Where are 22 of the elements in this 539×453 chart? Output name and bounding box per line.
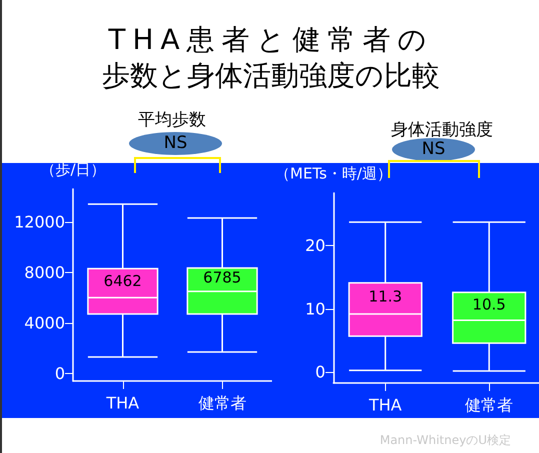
y-tick-label: 0: [315, 362, 326, 382]
y-tick-label: 20: [305, 236, 326, 256]
annotation: 11.3: [368, 287, 402, 306]
annotation: 6462: [104, 272, 142, 290]
y-axis-title: （歩/日）: [40, 160, 106, 178]
y-tick-label: 8000: [24, 262, 65, 282]
y-tick-label: 12000: [14, 212, 65, 232]
y-tick-label: 10: [305, 299, 326, 318]
text: NS: [392, 138, 475, 161]
x-tick-label: THA: [368, 396, 402, 414]
x-tick-label: THA: [105, 394, 140, 412]
x-tick-label: 健常者: [465, 396, 514, 414]
chart-title: THA患者と健常者の歩数と身体活動強度の比較: [101, 22, 441, 94]
y-tick-label: 4000: [24, 313, 65, 332]
chart-subtitle: 身体活動強度: [390, 119, 494, 141]
y-axis-title: （METs・時/週）: [275, 164, 392, 182]
y-tick-label: 0: [54, 364, 65, 383]
text: NS: [129, 132, 222, 155]
chart-subtitle: 平均歩数: [137, 109, 207, 131]
annotation: 6785: [203, 268, 242, 287]
x-tick-label: 健常者: [198, 394, 246, 412]
annotation: 10.5: [472, 295, 506, 314]
